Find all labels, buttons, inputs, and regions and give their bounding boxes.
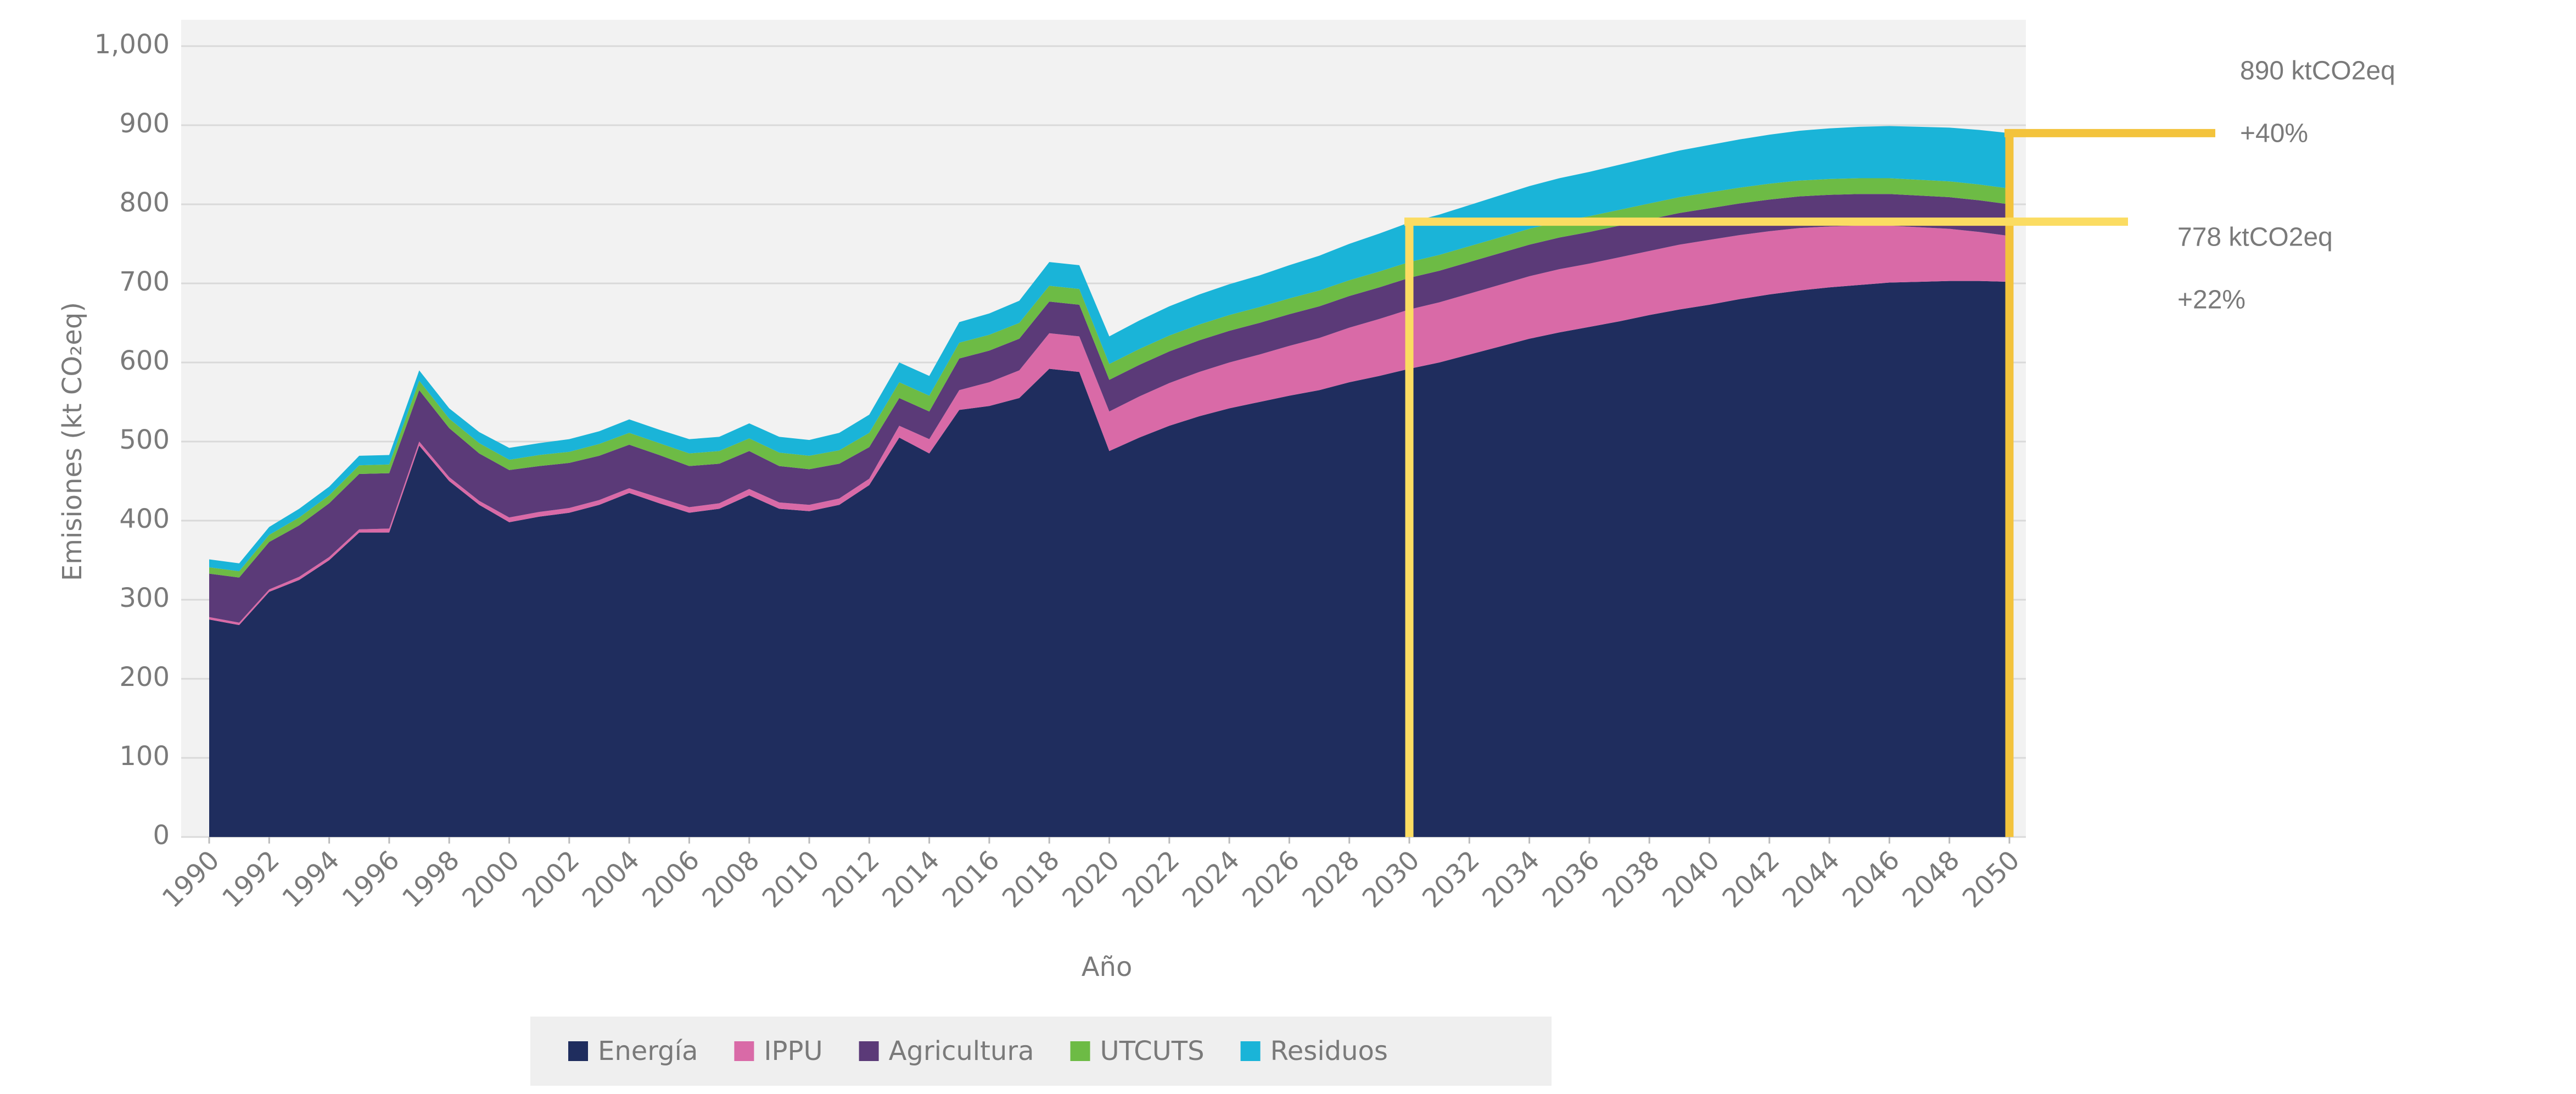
legend-swatch [568, 1041, 588, 1061]
x-tick-label: 1994 [276, 845, 345, 914]
x-tick-label: 2002 [517, 845, 586, 914]
x-tick-label: 1992 [216, 845, 285, 914]
legend-label: Energía [598, 1036, 698, 1067]
annotation-change: +22% [2177, 286, 2245, 315]
area [209, 194, 2009, 623]
y-tick-label: 900 [119, 108, 170, 139]
x-tick-label: 2012 [816, 845, 886, 914]
y-axis-title: Emisiones (kt CO₂eq) [57, 302, 88, 581]
x-tick-label: 2030 [1357, 845, 1426, 914]
x-tick-label: 2008 [696, 845, 765, 914]
y-tick-label: 100 [119, 741, 170, 772]
x-tick-label: 2044 [1777, 845, 1846, 914]
x-tick-label: 2010 [757, 845, 826, 914]
area [209, 281, 2009, 837]
legend-background [530, 1017, 1552, 1086]
annotation-label: 890 ktCO2eq [2240, 57, 2395, 86]
y-tick-label: 600 [119, 345, 170, 376]
area [209, 178, 2009, 578]
y-tick-label: 500 [119, 425, 170, 455]
x-tick-label: 2046 [1836, 845, 1906, 914]
y-tick-label: 0 [153, 820, 170, 851]
x-tick-label: 2014 [876, 845, 945, 914]
x-tick-label: 2048 [1896, 845, 1965, 914]
legend-label: IPPU [764, 1036, 822, 1067]
x-tick-label: 2020 [1056, 845, 1125, 914]
y-tick-label: 300 [119, 583, 170, 613]
x-tick-label: 2034 [1476, 845, 1545, 914]
x-tick-label: 2038 [1597, 845, 1666, 914]
y-tick-label: 200 [119, 662, 170, 693]
x-tick-label: 2004 [576, 845, 646, 914]
x-tick-label: 2032 [1416, 845, 1486, 914]
legend-swatch [734, 1041, 754, 1061]
area [209, 225, 2009, 626]
x-tick-label: 2006 [636, 845, 705, 914]
x-tick-label: 2018 [996, 845, 1066, 914]
x-tick-label: 2050 [1957, 845, 2026, 914]
y-tick-label: 400 [119, 504, 170, 534]
legend-swatch [859, 1041, 879, 1061]
x-tick-label: 2028 [1296, 845, 1365, 914]
x-tick-label: 2016 [937, 845, 1006, 914]
x-tick-label: 2042 [1717, 845, 1786, 914]
x-tick-label: 1996 [337, 845, 406, 914]
x-tick-label: 2022 [1117, 845, 1186, 914]
legend-label: Residuos [1270, 1036, 1388, 1067]
area [209, 126, 2009, 572]
x-tick-label: 2026 [1236, 845, 1306, 914]
y-tick-label: 800 [119, 187, 170, 218]
legend-label: UTCUTS [1100, 1036, 1205, 1067]
legend-label: Agricultura [889, 1036, 1034, 1067]
x-tick-label: 2024 [1177, 845, 1246, 914]
x-tick-label: 2000 [456, 845, 525, 914]
legend-swatch [1070, 1041, 1090, 1061]
annotation-change: +40% [2240, 119, 2308, 148]
x-tick-label: 2036 [1537, 845, 1606, 914]
y-tick-label: 1,000 [94, 29, 170, 60]
y-tick-label: 700 [119, 266, 170, 297]
x-tick-label: 2040 [1656, 845, 1726, 914]
x-tick-label: 1990 [156, 845, 226, 914]
x-tick-label: 1998 [396, 845, 466, 914]
annotation-label: 778 ktCO2eq [2177, 223, 2333, 252]
x-axis-title: Año [1082, 952, 1133, 983]
legend-swatch [1240, 1041, 1261, 1061]
